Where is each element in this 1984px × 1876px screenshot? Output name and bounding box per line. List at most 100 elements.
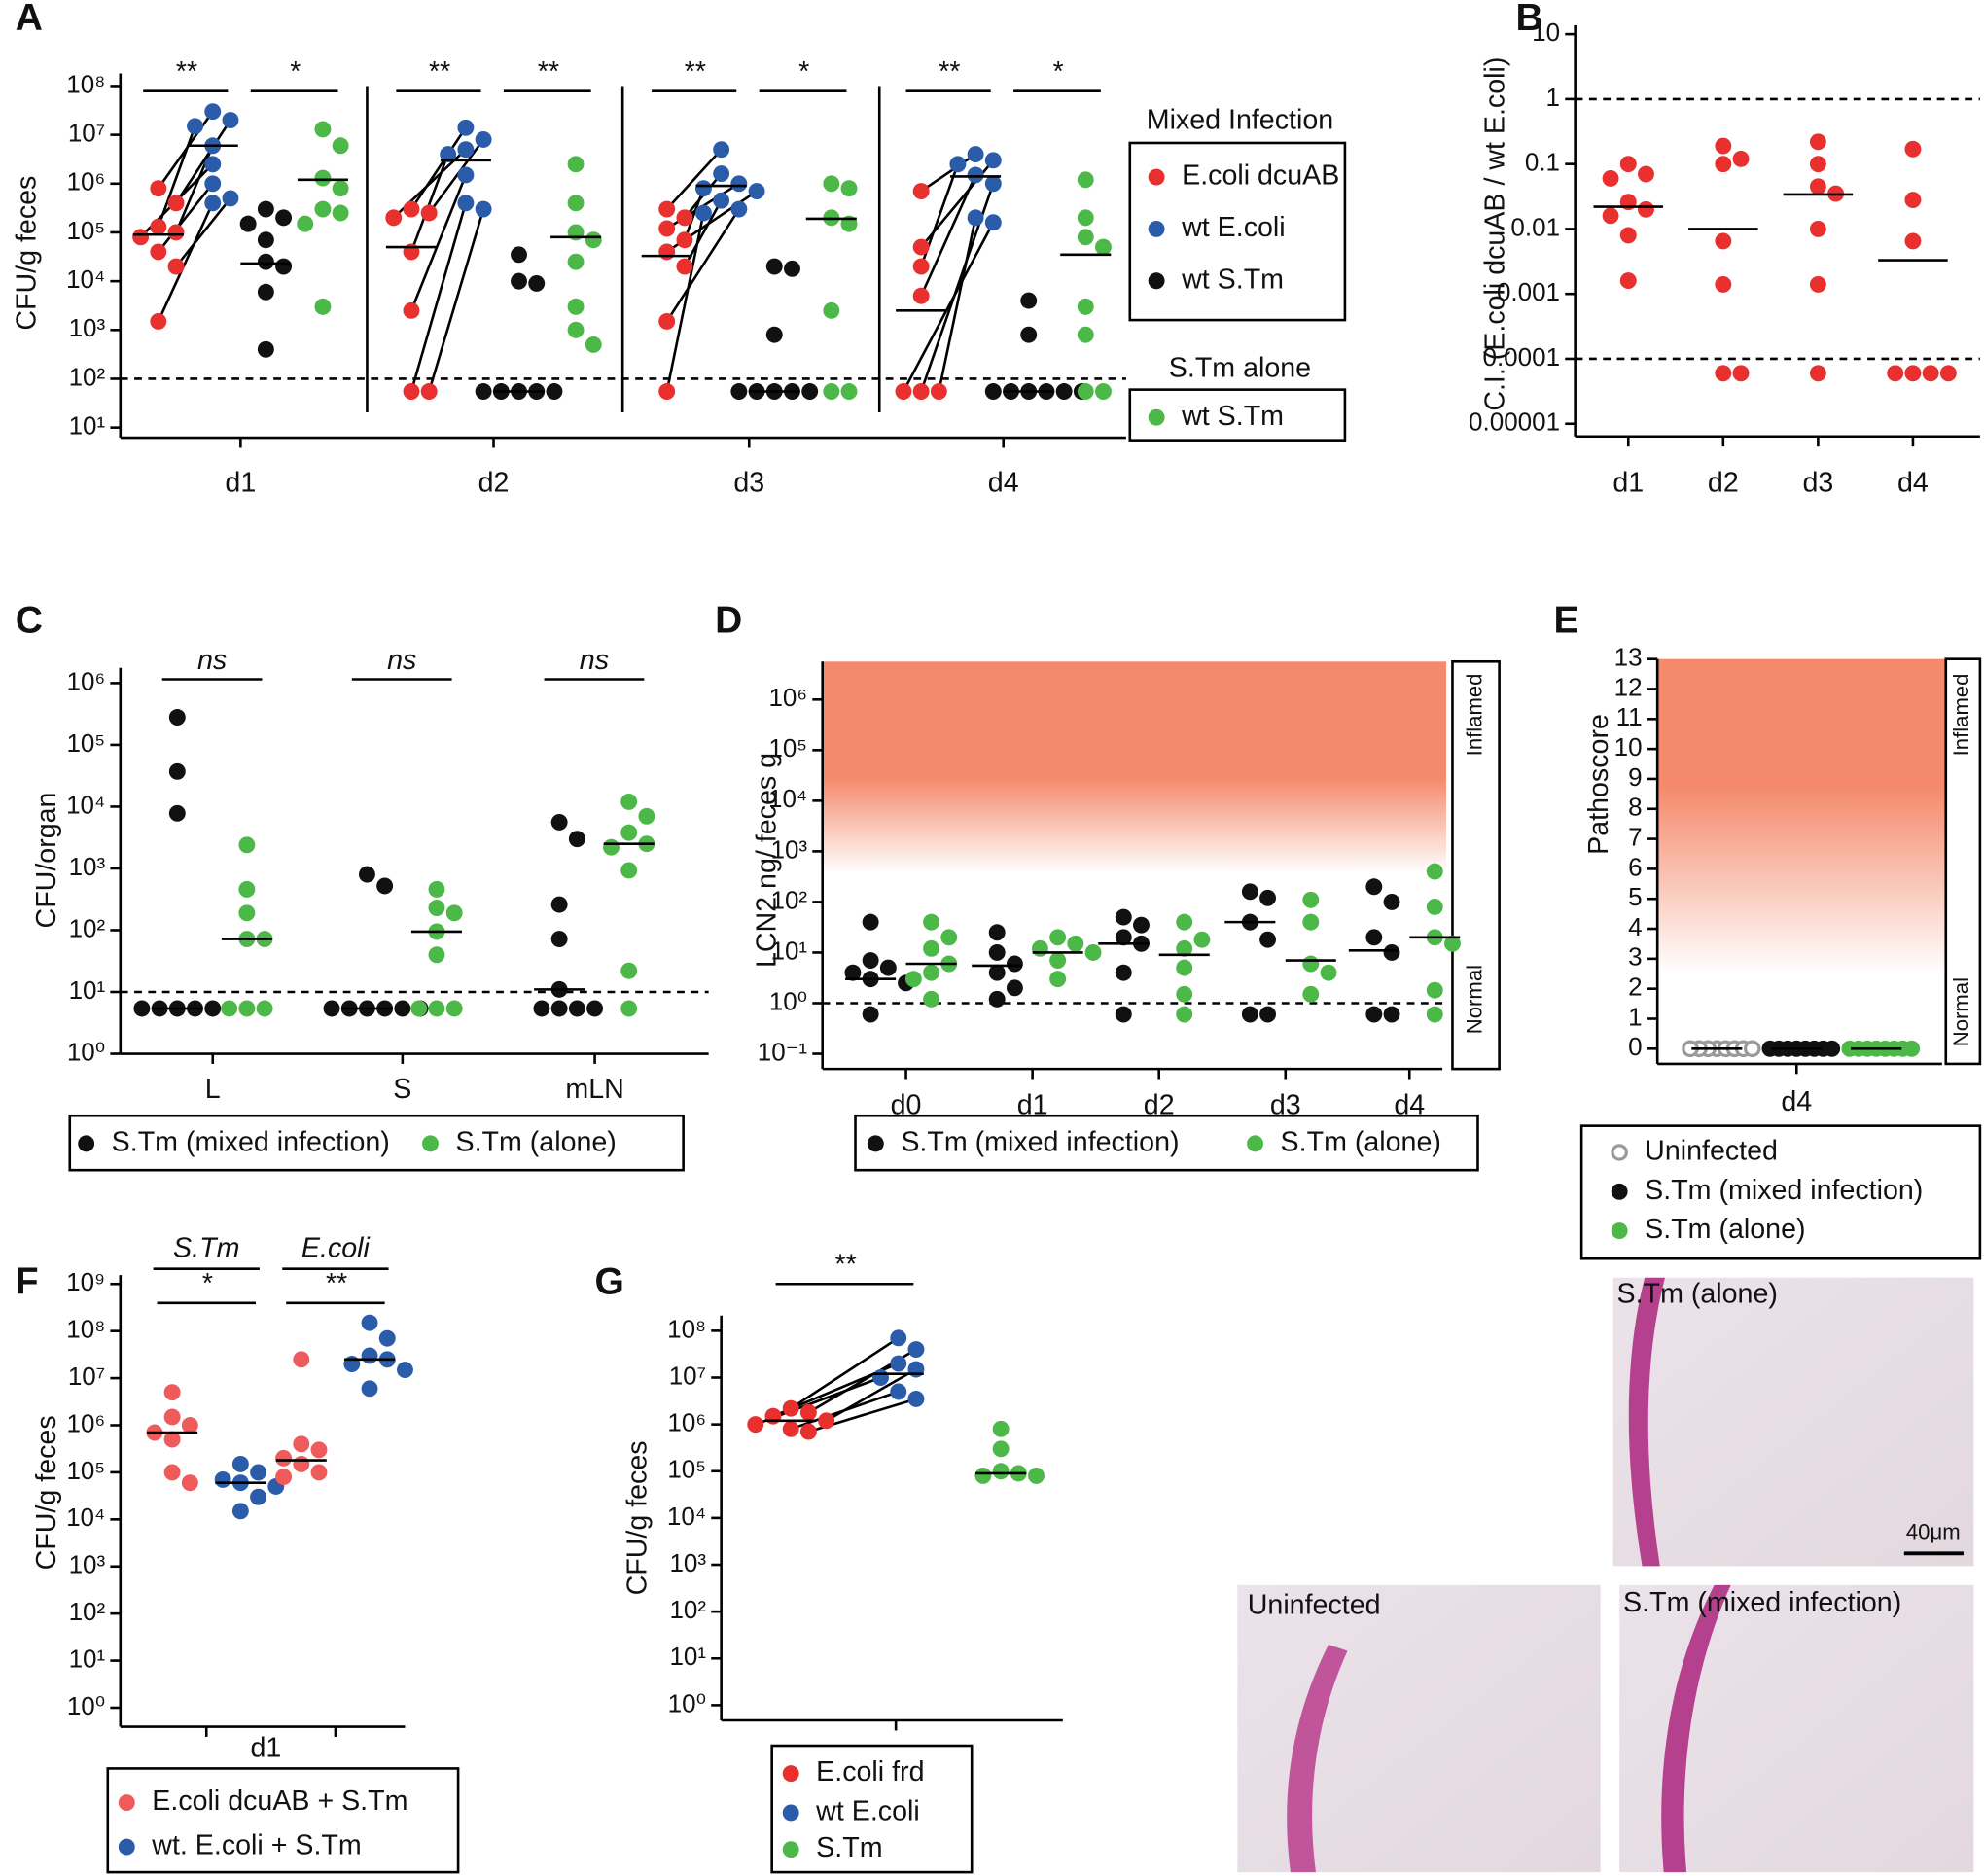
significance-label: ** [537,56,559,88]
data-point [747,1416,764,1434]
y-tick-label: 10⁴ [768,784,807,813]
significance-label: ** [428,56,450,88]
data-point [457,141,475,159]
legend-marker [78,1135,95,1152]
data-point [403,200,420,218]
y-tick-label: 10⁵ [66,728,105,758]
data-point [1939,365,1957,382]
x-tick-label: d3 [1802,468,1833,499]
legend-title: Mixed Infection [1147,104,1333,135]
y-tick-label: 10⁵ [667,1455,706,1484]
data-point [658,313,676,330]
y-tick-label: 10⁴ [66,1503,105,1532]
data-point [167,258,185,275]
data-point [1365,878,1383,896]
inflamed-zone [822,661,1446,873]
data-point [397,1362,413,1379]
legend-label: E.coli frd [816,1756,924,1788]
data-point [1426,899,1443,915]
y-tick-label: 10⁴ [667,1502,706,1531]
data-point [1115,964,1132,981]
data-point [1020,326,1038,343]
legend-label: wt E.coli [1181,212,1286,243]
data-point [445,1000,463,1017]
data-point [257,253,274,270]
data-point [862,952,879,969]
y-tick-label: 5 [1628,882,1642,911]
y-tick-label: 10¹ [69,975,106,1005]
data-point [394,1000,411,1017]
data-point [1006,955,1023,973]
legend-label: S.Tm (mixed infection) [1645,1175,1923,1206]
data-point [1383,1006,1400,1023]
data-point [823,383,840,400]
data-point [1619,227,1637,244]
data-point [1067,935,1084,952]
data-point [949,156,967,173]
data-point [984,152,1002,169]
data-point [1176,913,1193,931]
data-point [475,383,492,400]
data-point [358,866,375,883]
data-point [475,200,492,218]
data-point [904,971,922,988]
data-point [1095,383,1112,400]
legend-box [1579,1124,1982,1260]
data-point [533,1000,550,1017]
data-point [1028,1467,1045,1484]
data-point [713,165,730,183]
data-point [974,1467,992,1484]
data-point [1176,939,1193,957]
data-point [1031,939,1048,957]
data-point [782,1420,799,1437]
legend-title: S.Tm alone [1169,352,1311,383]
legend-box [106,1767,460,1874]
data-point [1115,929,1132,946]
y-tick-label: 0.1 [1525,148,1560,177]
data-point [1715,275,1732,293]
data-point [840,180,858,197]
data-point [658,220,676,237]
data-point [511,246,527,264]
data-point [221,1000,238,1017]
data-point [1241,1006,1258,1023]
y-tick-label: 10² [669,1595,706,1624]
pair-line [683,188,705,241]
data-point [676,258,693,275]
y-tick-label: 6 [1628,852,1642,881]
data-point [457,166,475,184]
data-point [420,204,438,222]
data-point [967,166,984,184]
data-point [428,880,445,898]
pair-line [409,202,468,392]
data-point [895,383,912,400]
data-point [1077,298,1094,315]
data-point [1715,137,1732,155]
zone-box [1451,659,1501,1071]
y-tick-label: 10⁰ [668,1688,706,1717]
data-point [257,340,274,358]
y-tick-label: 10⁶ [67,666,106,695]
legend-marker [1148,408,1165,426]
data-point [567,321,585,338]
data-point [310,1441,328,1459]
data-point [163,1408,181,1426]
data-point [818,1412,835,1430]
y-tick-label: 10 [1532,18,1560,47]
y-axis-label: CFU/organ [31,793,62,929]
significance-label: * [201,1268,213,1299]
data-point [250,1464,267,1481]
x-tick-label: d4 [988,468,1019,499]
data-point [730,383,748,400]
y-tick-label: 10² [771,885,808,914]
data-point [1176,1006,1193,1023]
significance-label: ** [684,56,706,88]
data-point [658,383,676,400]
data-point [1904,140,1922,158]
pair-line [428,138,485,214]
data-point [992,1440,1010,1458]
data-point [204,195,222,212]
x-tick-label: S [393,1074,411,1105]
